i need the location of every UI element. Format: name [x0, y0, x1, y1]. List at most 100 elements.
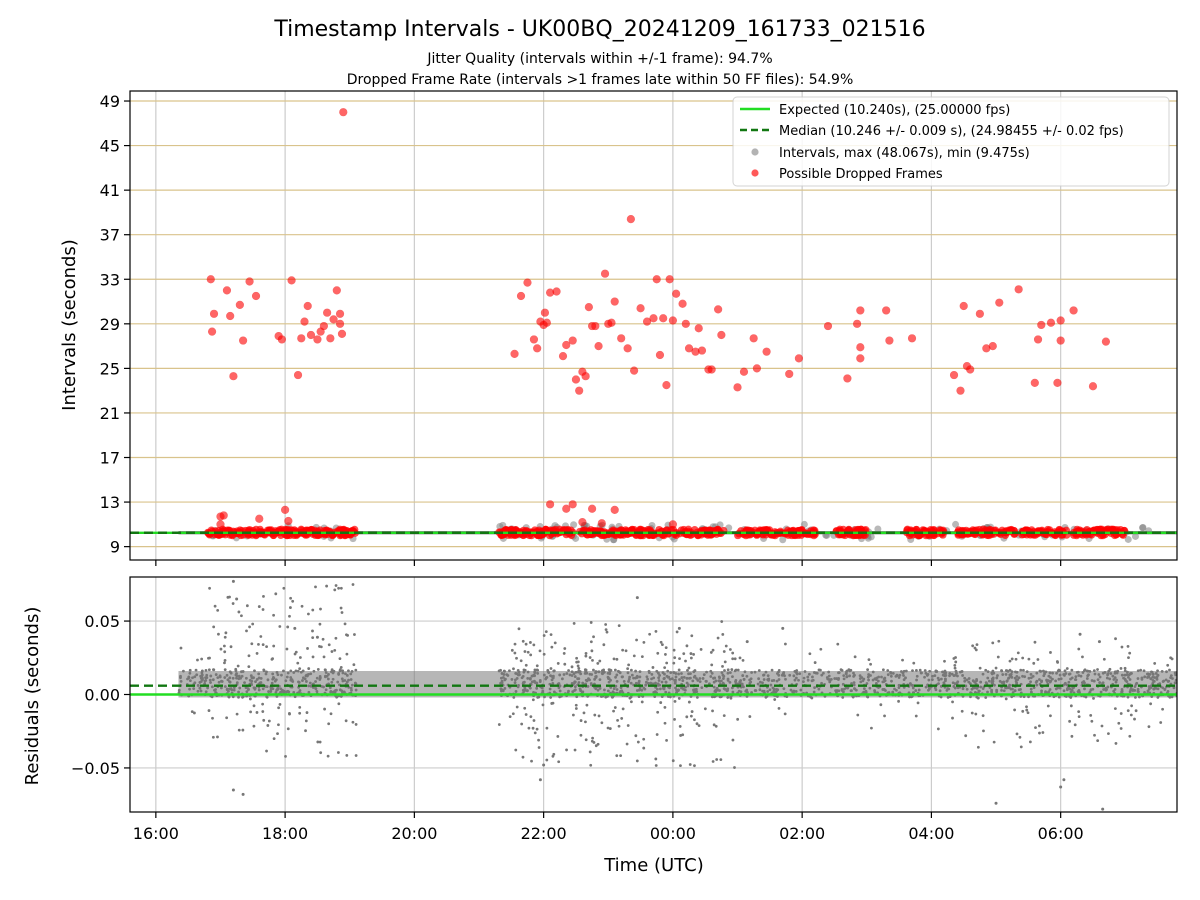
dropped-frame-point [555, 525, 564, 534]
residual-point [1025, 708, 1029, 712]
residual-point [749, 677, 753, 681]
residual-point [758, 688, 762, 692]
residual-point [695, 695, 699, 699]
residual-point [1057, 695, 1061, 699]
residual-point [231, 602, 235, 605]
residual-point [318, 678, 322, 681]
residual-point [288, 614, 291, 618]
residual-point [612, 687, 616, 690]
residual-point [544, 630, 548, 634]
residual-point [721, 673, 725, 677]
residual-point [1004, 669, 1008, 672]
residual-point [575, 660, 579, 664]
residual-point [536, 672, 540, 675]
interval-point [1124, 535, 1132, 543]
residual-point [722, 714, 726, 718]
residual-point [1096, 739, 1100, 743]
residual-point [815, 671, 819, 675]
residual-point [194, 668, 198, 672]
residual-point [709, 651, 713, 654]
residual-point [267, 719, 271, 723]
residual-point [225, 673, 229, 677]
residual-point [1136, 689, 1140, 693]
dropped-frame-point [545, 500, 555, 509]
residual-point [642, 746, 646, 750]
dropped-frame-point [562, 340, 571, 350]
chart-subtitle-jitter: Jitter Quality (intervals within +/-1 fr… [426, 51, 772, 67]
residual-point [232, 688, 236, 692]
residual-point [968, 682, 972, 686]
residual-point [712, 723, 716, 727]
residual-point [629, 681, 633, 685]
dropped-frame-point [206, 275, 215, 284]
residual-point [1008, 659, 1012, 663]
residual-point [343, 622, 347, 626]
residual-point [657, 676, 661, 680]
residual-point [574, 707, 578, 710]
residual-point [218, 675, 222, 679]
residual-point [865, 682, 869, 685]
residual-point [658, 687, 662, 691]
residual-point [963, 676, 967, 680]
residual-point [897, 699, 900, 703]
residual-point [850, 682, 853, 685]
residual-point [255, 678, 259, 681]
residual-point [1077, 710, 1081, 714]
residual-point [713, 676, 717, 680]
residual-point [208, 586, 211, 590]
residual-point [542, 652, 546, 656]
dropped-frame-point [1033, 335, 1043, 344]
residual-point [750, 671, 754, 674]
residual-point [1105, 676, 1109, 680]
residual-point [1073, 723, 1077, 727]
residual-point [231, 676, 235, 680]
residual-point [897, 676, 901, 679]
dropped-frame-point [293, 370, 303, 380]
residual-point [698, 677, 702, 680]
residual-point [654, 764, 658, 767]
residual-point [1125, 673, 1129, 677]
residual-point [881, 668, 885, 672]
x-tick-label: 22:00 [521, 824, 567, 843]
residual-point [956, 674, 959, 678]
residual-point [715, 758, 719, 761]
residual-point [1023, 675, 1027, 679]
residual-point [214, 673, 218, 676]
residual-point [345, 652, 349, 656]
residual-point [271, 687, 275, 691]
residual-point [817, 668, 821, 672]
residual-point [573, 685, 577, 689]
residual-point [292, 690, 296, 694]
dropped-frame-point [949, 370, 959, 380]
residual-point [893, 687, 896, 691]
residual-point [556, 735, 560, 738]
residual-point [937, 682, 940, 686]
residual-point [1058, 669, 1062, 672]
residual-point [354, 688, 358, 692]
y-tick-label: 0.00 [84, 686, 120, 705]
residual-point [853, 655, 857, 659]
residual-point [950, 672, 954, 676]
residual-point [812, 671, 816, 674]
residual-point [672, 661, 676, 665]
residual-point [578, 687, 582, 691]
interval-point [1139, 524, 1147, 532]
dropped-frame-point [630, 366, 639, 375]
residual-point [188, 668, 192, 672]
residual-point [971, 679, 975, 683]
residual-point [965, 678, 969, 682]
residual-point [1048, 688, 1052, 691]
residual-point [265, 749, 268, 753]
residual-point [324, 674, 327, 678]
residual-point [608, 727, 612, 730]
residual-point [1016, 678, 1020, 682]
dropped-frame-point [581, 372, 590, 381]
residual-point [654, 757, 658, 761]
residual-point [1086, 674, 1090, 678]
dropped-frame-point [284, 516, 293, 526]
residual-point [604, 628, 608, 632]
residual-point [1034, 726, 1037, 730]
residual-point [1000, 681, 1004, 684]
residual-point [343, 679, 347, 682]
residual-point [864, 689, 868, 693]
